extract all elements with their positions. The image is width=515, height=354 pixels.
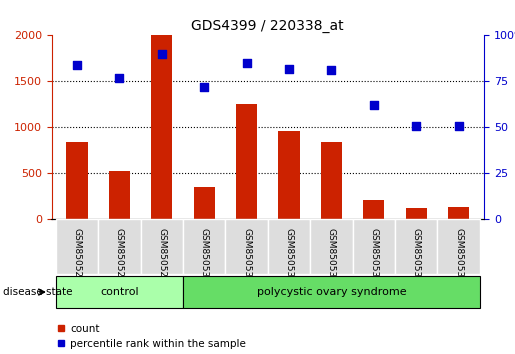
FancyBboxPatch shape: [56, 276, 183, 308]
Bar: [66, 142, 88, 219]
Bar: [279, 131, 300, 219]
Point: [285, 66, 293, 72]
Text: GSM850534: GSM850534: [369, 228, 379, 282]
Bar: [236, 104, 257, 219]
Bar: [406, 207, 427, 219]
FancyBboxPatch shape: [353, 219, 395, 274]
Point: [115, 75, 124, 81]
Text: GSM850527: GSM850527: [73, 228, 81, 282]
Point: [200, 84, 208, 90]
Title: GDS4399 / 220338_at: GDS4399 / 220338_at: [192, 19, 344, 33]
FancyBboxPatch shape: [141, 219, 183, 274]
Bar: [109, 171, 130, 219]
Text: GSM850533: GSM850533: [327, 228, 336, 283]
Point: [243, 60, 251, 66]
FancyBboxPatch shape: [183, 276, 480, 308]
Point: [370, 103, 378, 108]
Text: control: control: [100, 287, 139, 297]
Text: polycystic ovary syndrome: polycystic ovary syndrome: [256, 287, 406, 297]
FancyBboxPatch shape: [98, 219, 141, 274]
Bar: [151, 35, 173, 219]
Text: GSM850536: GSM850536: [454, 228, 463, 283]
FancyBboxPatch shape: [56, 219, 98, 274]
Point: [158, 51, 166, 57]
Bar: [363, 200, 384, 219]
Text: GSM850529: GSM850529: [157, 228, 166, 282]
Bar: [448, 207, 469, 219]
Point: [73, 62, 81, 68]
Text: GSM850531: GSM850531: [242, 228, 251, 283]
Text: GSM850532: GSM850532: [284, 228, 294, 282]
Bar: [194, 187, 215, 219]
Text: GSM850528: GSM850528: [115, 228, 124, 282]
FancyBboxPatch shape: [395, 219, 437, 274]
Bar: [321, 142, 342, 219]
FancyBboxPatch shape: [437, 219, 480, 274]
Point: [328, 68, 336, 73]
Text: GSM850535: GSM850535: [411, 228, 421, 283]
Point: [412, 123, 420, 129]
FancyBboxPatch shape: [226, 219, 268, 274]
Point: [455, 123, 463, 129]
FancyBboxPatch shape: [310, 219, 353, 274]
Legend: count, percentile rank within the sample: count, percentile rank within the sample: [57, 324, 246, 349]
Text: disease state: disease state: [3, 287, 72, 297]
FancyBboxPatch shape: [268, 219, 310, 274]
FancyBboxPatch shape: [183, 219, 226, 274]
Text: GSM850530: GSM850530: [200, 228, 209, 283]
